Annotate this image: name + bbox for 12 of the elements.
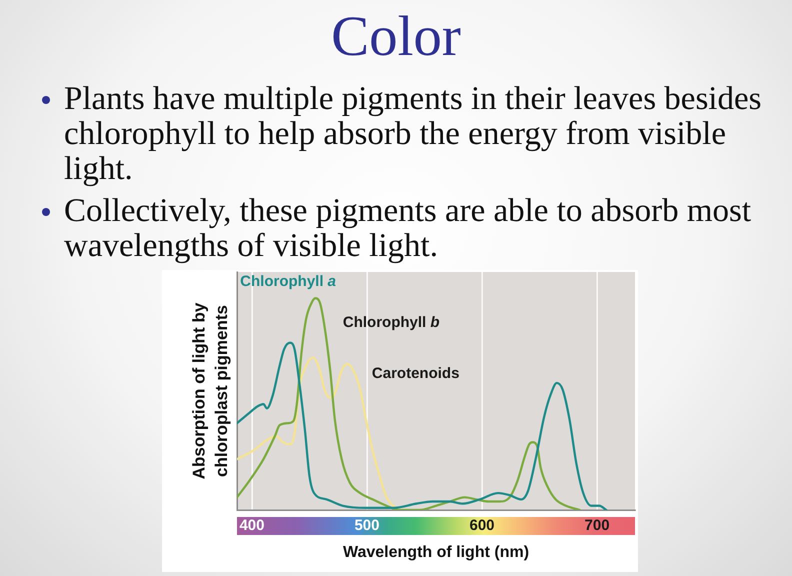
- x-tick-label: 500: [354, 517, 380, 534]
- x-axis-title: Wavelength of light (nm): [342, 544, 530, 561]
- x-tick-label: 700: [584, 517, 610, 534]
- chart-title: Color: [330, 4, 462, 70]
- y-axis-title: Absorption of light by chloroplast pigments: [190, 302, 231, 480]
- x-tick-label: 600: [469, 517, 495, 534]
- text: Plants have multiple pigments in their leaves besides chlorophyll to help absorb the energy from visible light.: [40, 81, 785, 187]
- series-label: Chlorophyll b: [342, 314, 440, 332]
- series-label: Carotenoids: [372, 365, 460, 382]
- text: Chlorophyll a: [240, 273, 336, 290]
- x-tick-label: 400: [239, 517, 264, 534]
- text: Collectively, these pigments are able to absorb most wavelengths of visible light.: [40, 193, 785, 264]
